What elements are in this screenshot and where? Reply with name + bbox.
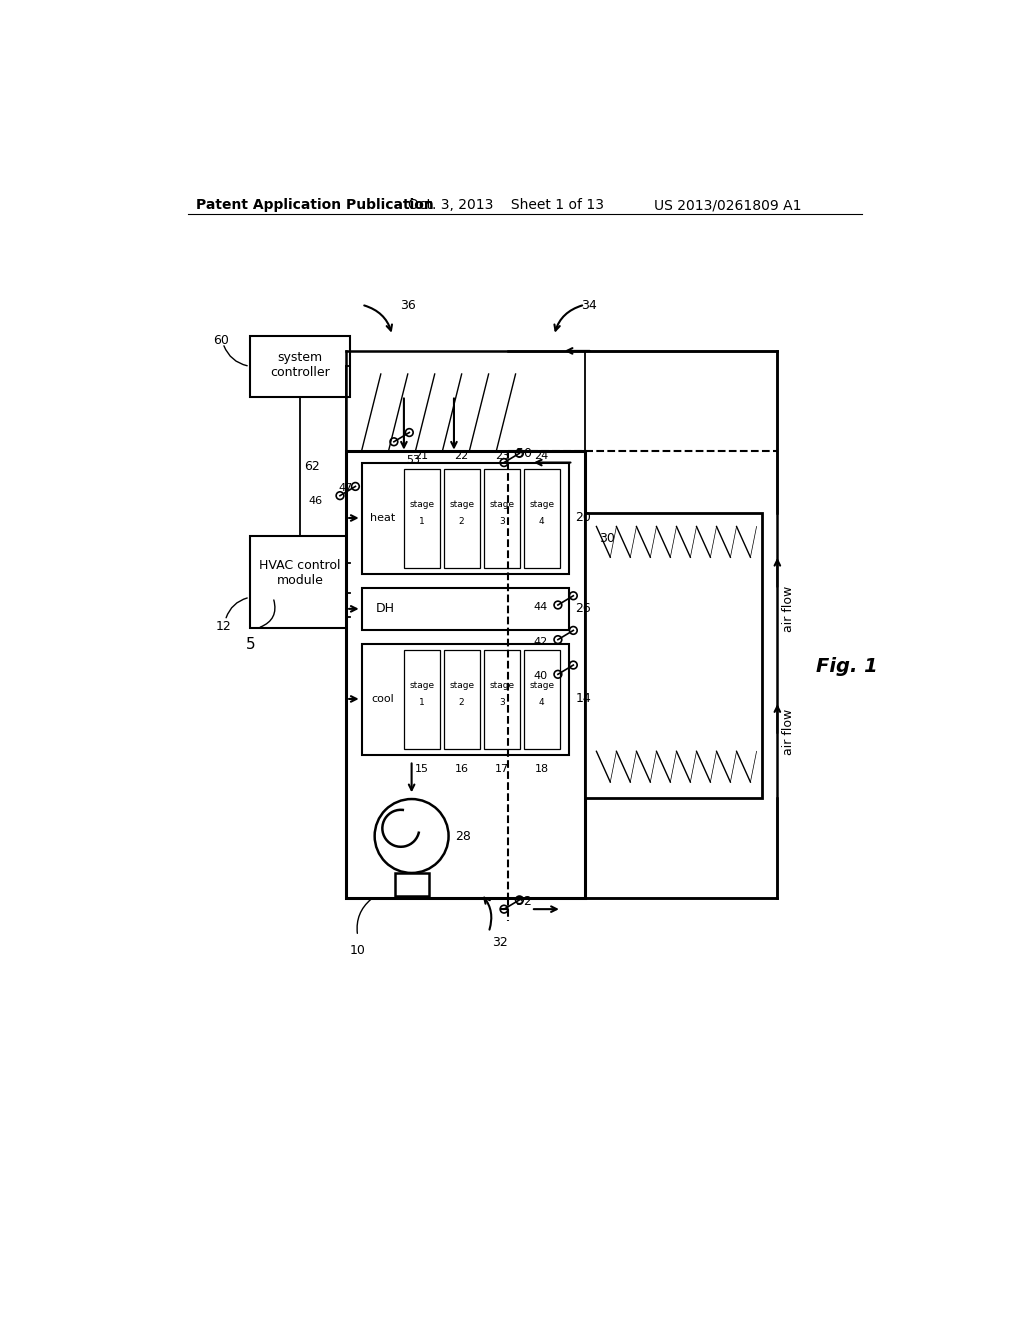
- Text: 24: 24: [535, 451, 549, 461]
- Text: 26: 26: [575, 602, 592, 615]
- Text: Oct. 3, 2013    Sheet 1 of 13: Oct. 3, 2013 Sheet 1 of 13: [408, 198, 604, 213]
- Text: 4: 4: [539, 698, 545, 708]
- Text: 50: 50: [515, 447, 531, 461]
- Text: Fig. 1: Fig. 1: [816, 657, 878, 676]
- Text: 18: 18: [535, 764, 549, 775]
- Text: stage: stage: [489, 681, 514, 689]
- Text: 40: 40: [534, 671, 548, 681]
- Bar: [361, 589, 569, 631]
- Text: 12: 12: [215, 620, 231, 634]
- Text: 62: 62: [304, 459, 321, 473]
- Text: 42: 42: [534, 636, 548, 647]
- Text: 44: 44: [534, 602, 548, 612]
- Text: 32: 32: [493, 936, 508, 949]
- Bar: [484, 469, 520, 568]
- Text: 10: 10: [350, 944, 366, 957]
- Text: system
controller: system controller: [270, 351, 330, 379]
- Text: 15: 15: [415, 764, 429, 775]
- Text: stage: stage: [450, 500, 474, 508]
- Bar: [484, 649, 520, 748]
- Text: 23: 23: [495, 451, 509, 461]
- Text: 1: 1: [419, 517, 425, 527]
- Bar: [361, 462, 569, 574]
- Text: 21: 21: [415, 451, 429, 461]
- Text: stage: stage: [489, 500, 514, 508]
- Text: 34: 34: [581, 298, 597, 312]
- Text: 53: 53: [407, 455, 420, 465]
- Text: 3: 3: [499, 698, 505, 708]
- Text: heat: heat: [371, 513, 395, 523]
- Bar: [585, 512, 762, 797]
- Text: air flow: air flow: [782, 586, 796, 632]
- Bar: [250, 536, 350, 628]
- Text: stage: stage: [529, 500, 554, 508]
- Text: 28: 28: [455, 829, 471, 842]
- Bar: [346, 451, 585, 898]
- Text: 46: 46: [309, 496, 323, 506]
- Text: US 2013/0261809 A1: US 2013/0261809 A1: [654, 198, 802, 213]
- Text: 60: 60: [213, 334, 228, 347]
- Text: air flow: air flow: [782, 709, 796, 755]
- Bar: [250, 335, 350, 397]
- Text: 3: 3: [499, 517, 505, 527]
- Bar: [524, 649, 560, 748]
- Bar: [394, 873, 429, 896]
- Text: stage: stage: [529, 681, 554, 689]
- Text: stage: stage: [450, 681, 474, 689]
- Text: stage: stage: [409, 500, 434, 508]
- Bar: [361, 644, 569, 755]
- Text: stage: stage: [409, 681, 434, 689]
- Text: 30: 30: [599, 532, 614, 545]
- Bar: [403, 469, 440, 568]
- Text: cool: cool: [372, 694, 394, 704]
- Text: 2: 2: [459, 517, 465, 527]
- Text: 4: 4: [539, 517, 545, 527]
- Text: 1: 1: [419, 698, 425, 708]
- Text: 52: 52: [515, 895, 531, 908]
- Text: 14: 14: [575, 693, 592, 705]
- Text: HVAC control
module: HVAC control module: [259, 558, 341, 587]
- Bar: [444, 469, 480, 568]
- Text: DH: DH: [376, 602, 394, 615]
- Bar: [444, 649, 480, 748]
- Bar: [524, 469, 560, 568]
- Text: 16: 16: [455, 764, 469, 775]
- Text: 5: 5: [246, 638, 256, 652]
- Bar: [403, 649, 440, 748]
- Text: 2: 2: [459, 698, 465, 708]
- Text: 47: 47: [339, 483, 352, 494]
- Text: 36: 36: [400, 298, 416, 312]
- Text: 22: 22: [455, 451, 469, 461]
- Text: 17: 17: [495, 764, 509, 775]
- Text: 20: 20: [575, 511, 592, 524]
- Text: Patent Application Publication: Patent Application Publication: [196, 198, 434, 213]
